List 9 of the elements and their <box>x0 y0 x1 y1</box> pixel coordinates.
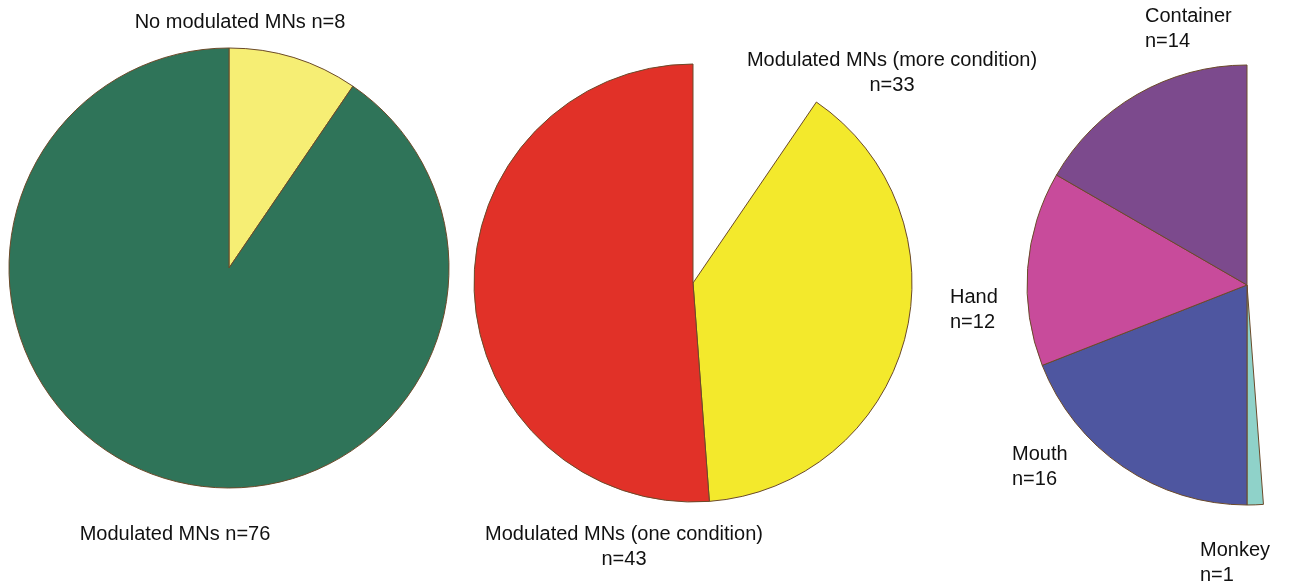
slice-label: Hand n=12 <box>950 285 998 332</box>
slice-label: Modulated MNs (more condition) n=33 <box>746 48 1038 95</box>
slice-label: Mouth n=16 <box>1012 442 1068 489</box>
slice-label: Container n=14 <box>1145 4 1233 51</box>
slice-label: No modulated MNs n=8 <box>134 10 346 32</box>
slice-label: Modulated MNs (one condition) n=43 <box>485 522 763 569</box>
slice-label: Modulated MNs n=76 <box>79 522 271 544</box>
pie-slice <box>8 47 450 489</box>
slice-label: Monkey n=1 <box>1200 538 1271 585</box>
